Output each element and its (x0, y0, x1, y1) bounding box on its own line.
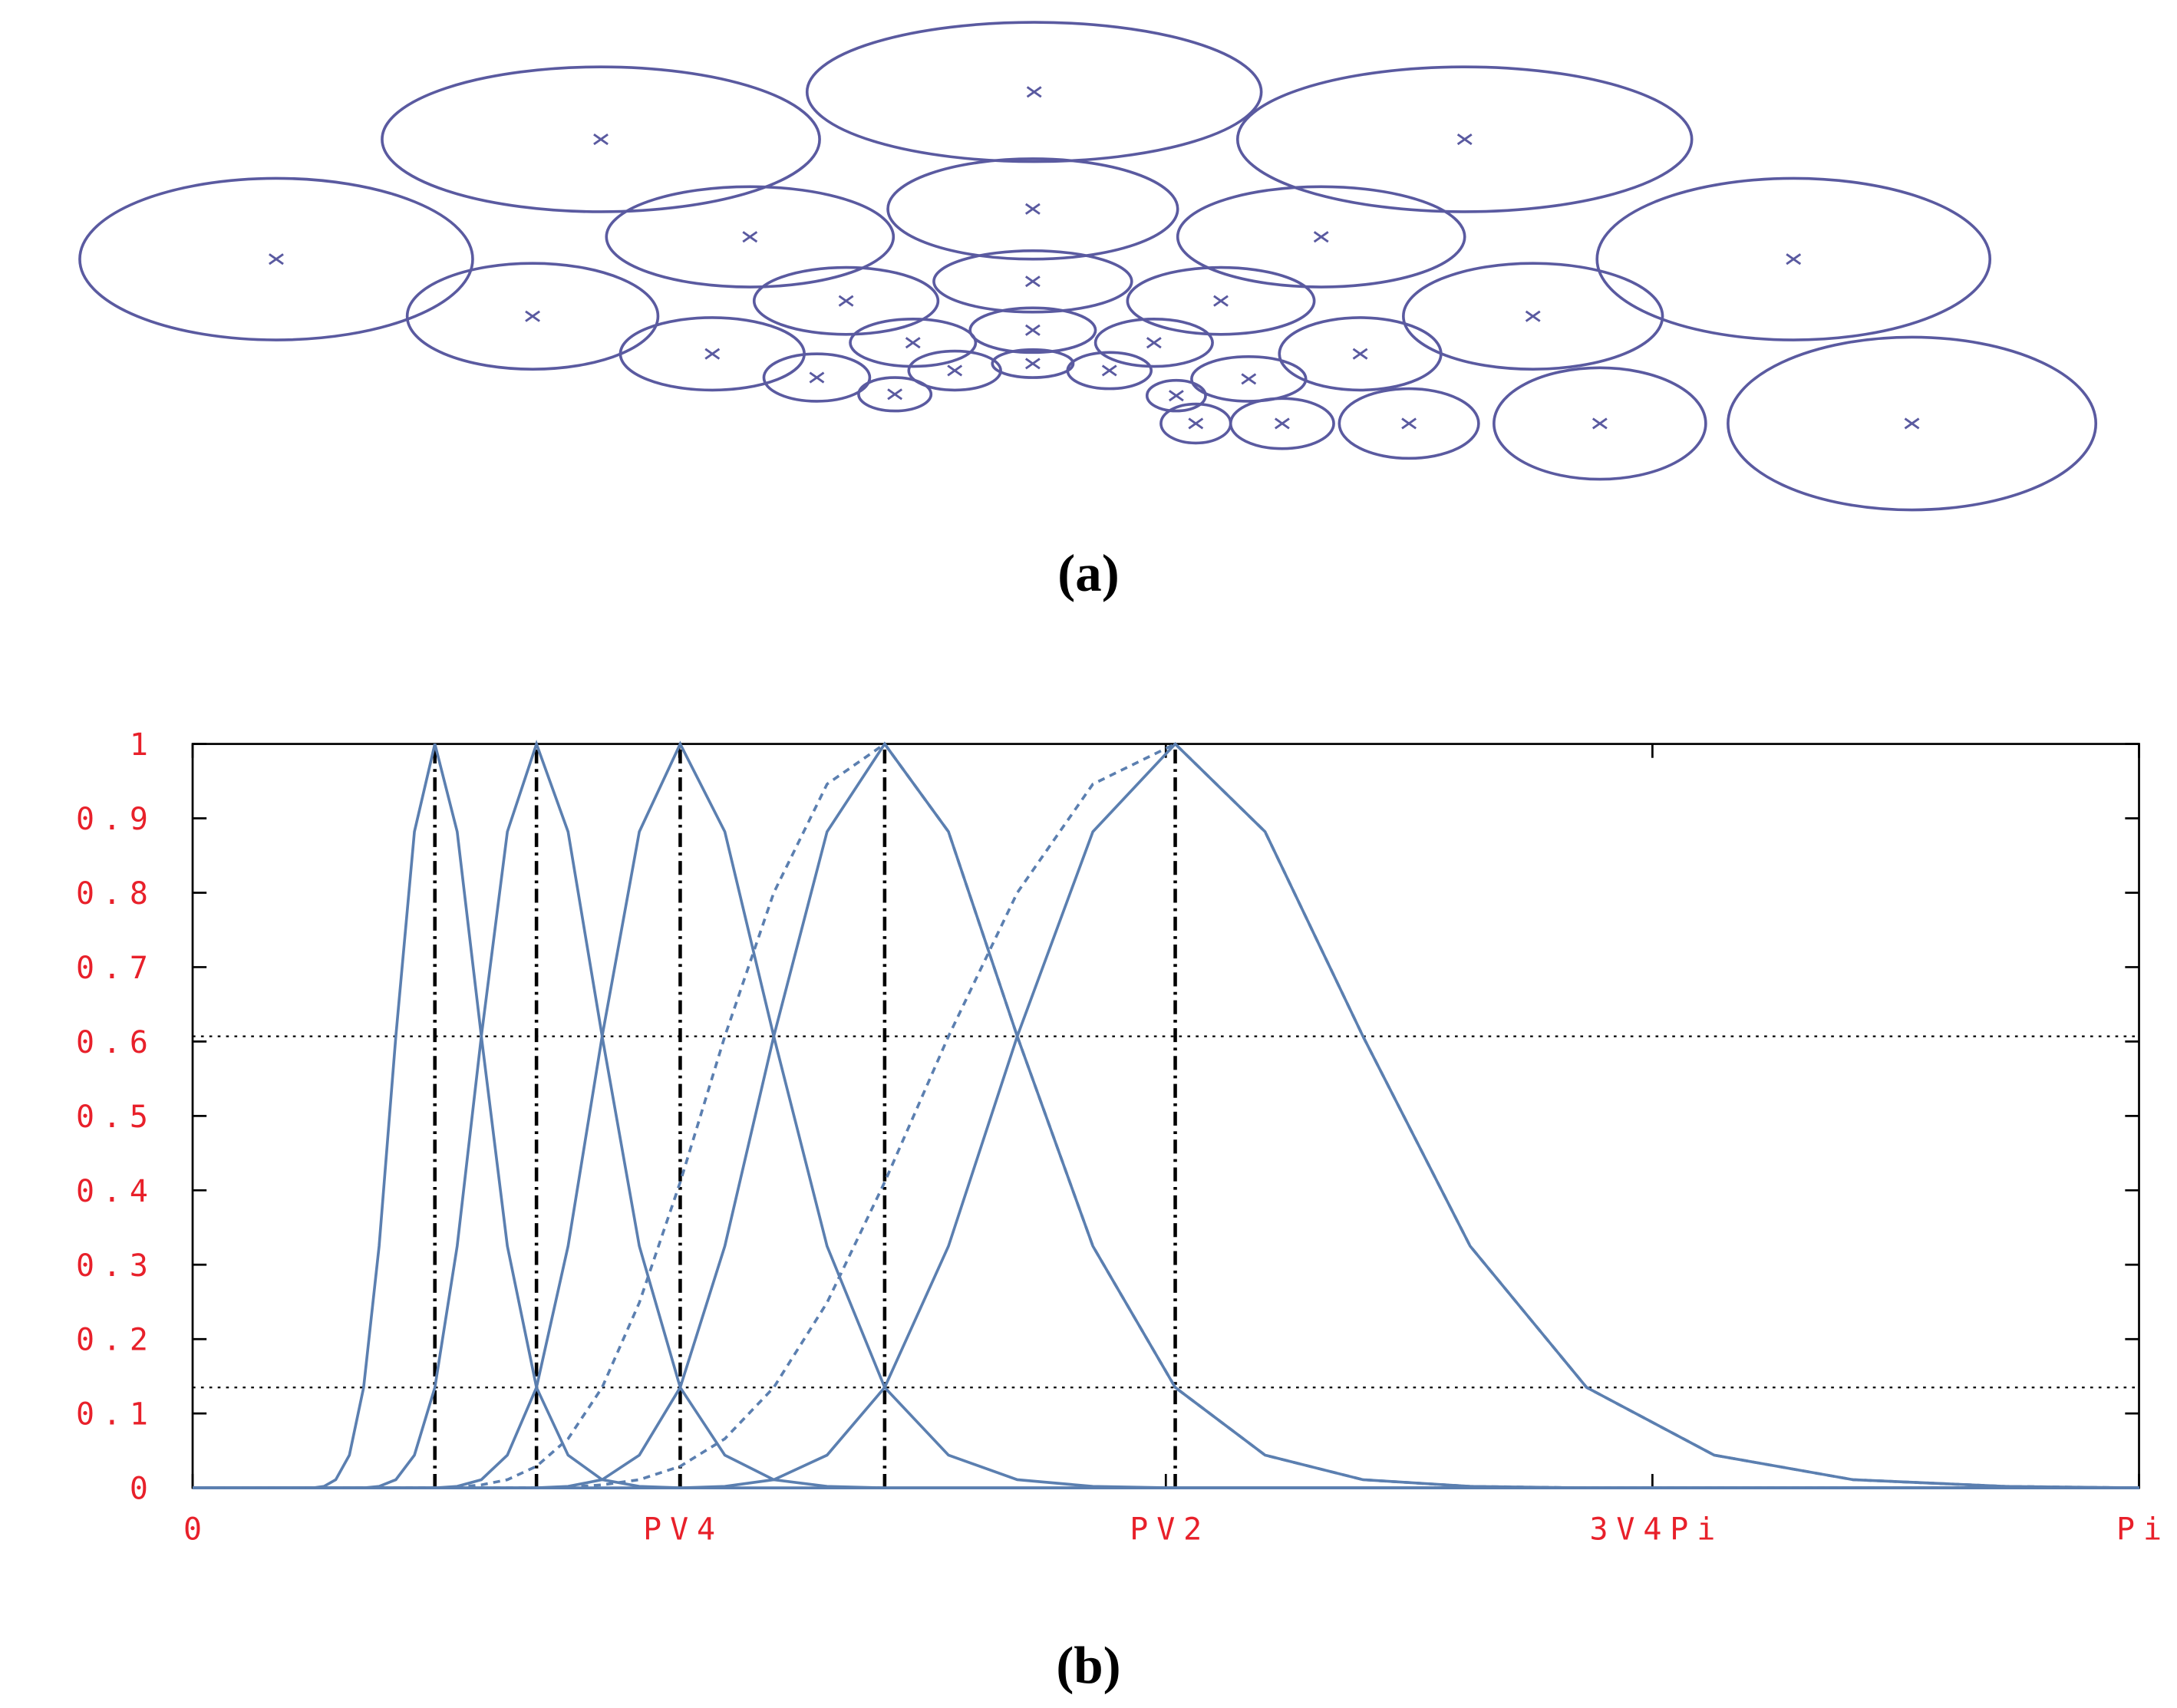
center-marker (593, 134, 609, 146)
center-marker (1024, 275, 1041, 288)
ellipse (1278, 316, 1443, 392)
ellipse (886, 157, 1179, 261)
ellipse (968, 306, 1097, 354)
curve (193, 741, 2139, 1489)
center-marker (1592, 417, 1608, 430)
ellipse (78, 176, 474, 341)
panel-label: (b) (1056, 1636, 1120, 1694)
y-tick-label: 0.6 (76, 1025, 157, 1060)
y-tick-label: 0.1 (76, 1397, 157, 1433)
center-marker (1456, 134, 1473, 146)
center-marker (1525, 310, 1541, 322)
center-marker (704, 348, 721, 360)
ellipse (1727, 335, 2098, 512)
ellipse (932, 249, 1133, 314)
y-tick-label: 0.3 (76, 1248, 157, 1284)
ellipse (1190, 354, 1308, 403)
y-tick-label: 0 (130, 1472, 157, 1507)
center-marker (1352, 348, 1368, 360)
ellipse (1595, 176, 1992, 341)
ellipse (1402, 262, 1664, 371)
curve (193, 740, 2139, 1489)
center-marker (1188, 417, 1204, 430)
ellipse (381, 65, 821, 213)
center-marker (887, 388, 903, 401)
ellipse (857, 376, 933, 413)
curve (193, 742, 2139, 1489)
ellipse (805, 21, 1263, 163)
ellipse (1176, 185, 1466, 289)
x-tick-label: 3V4Pi (1589, 1512, 1723, 1547)
center-marker (905, 337, 921, 349)
ellipse (1126, 265, 1316, 336)
center-marker (1786, 253, 1802, 265)
ellipse (1338, 387, 1480, 460)
center-marker (1168, 390, 1184, 402)
x-tick-label: 0 (183, 1512, 210, 1547)
center-marker (947, 364, 963, 377)
plot-frame (191, 743, 2140, 1489)
ellipse (1145, 378, 1207, 413)
center-marker (1313, 231, 1329, 243)
ellipse (1493, 366, 1707, 481)
center-marker (809, 371, 825, 384)
ellipse (849, 317, 978, 368)
center-marker (269, 253, 284, 265)
x-tick-label: PV2 (1130, 1512, 1210, 1547)
center-marker (838, 295, 854, 307)
ellipse-diagram (78, 21, 2098, 512)
y-tick-label: 1 (130, 727, 157, 763)
ellipse (1229, 397, 1335, 450)
curve (193, 742, 2139, 1489)
center-marker (1024, 203, 1041, 215)
y-tick-label: 0.9 (76, 802, 157, 837)
center-marker (1274, 417, 1290, 430)
ellipse (762, 352, 872, 403)
center-marker (742, 231, 758, 243)
ellipse (405, 262, 660, 371)
curve (193, 740, 2139, 1489)
ellipse (752, 265, 940, 336)
center-marker (1024, 358, 1041, 370)
y-tick-label: 0.8 (76, 876, 157, 912)
plot: 0 0.1 0.2 0.3 0.4 0.5 0.6 0.7 0.8 0.9 1 0 PV4 PV2 3V4P… (76, 727, 2170, 1547)
y-tick-label: 0.4 (76, 1174, 157, 1209)
ellipse (1093, 317, 1214, 368)
ellipse (991, 348, 1075, 379)
center-marker (1241, 373, 1257, 385)
center-marker (1213, 295, 1229, 307)
center-marker (1401, 417, 1417, 430)
center-marker (1026, 86, 1042, 98)
curve (193, 744, 2139, 1489)
y-tick-label: 0.2 (76, 1323, 157, 1358)
ellipse (605, 185, 896, 289)
center-marker (525, 310, 540, 322)
x-tick-label: PV4 (643, 1512, 724, 1547)
curve (193, 741, 2139, 1489)
x-tick-label: Pi (2116, 1512, 2170, 1547)
panel-label: (a) (1057, 544, 1119, 602)
y-tick-label: 0.7 (76, 951, 157, 986)
center-marker (1904, 417, 1920, 430)
y-tick-label: 0.5 (76, 1100, 157, 1135)
ellipse (1235, 65, 1694, 213)
center-marker (1146, 337, 1162, 349)
ellipse (907, 349, 1002, 392)
center-marker (1101, 364, 1117, 377)
center-marker (1024, 324, 1041, 336)
ellipse (1066, 351, 1153, 391)
